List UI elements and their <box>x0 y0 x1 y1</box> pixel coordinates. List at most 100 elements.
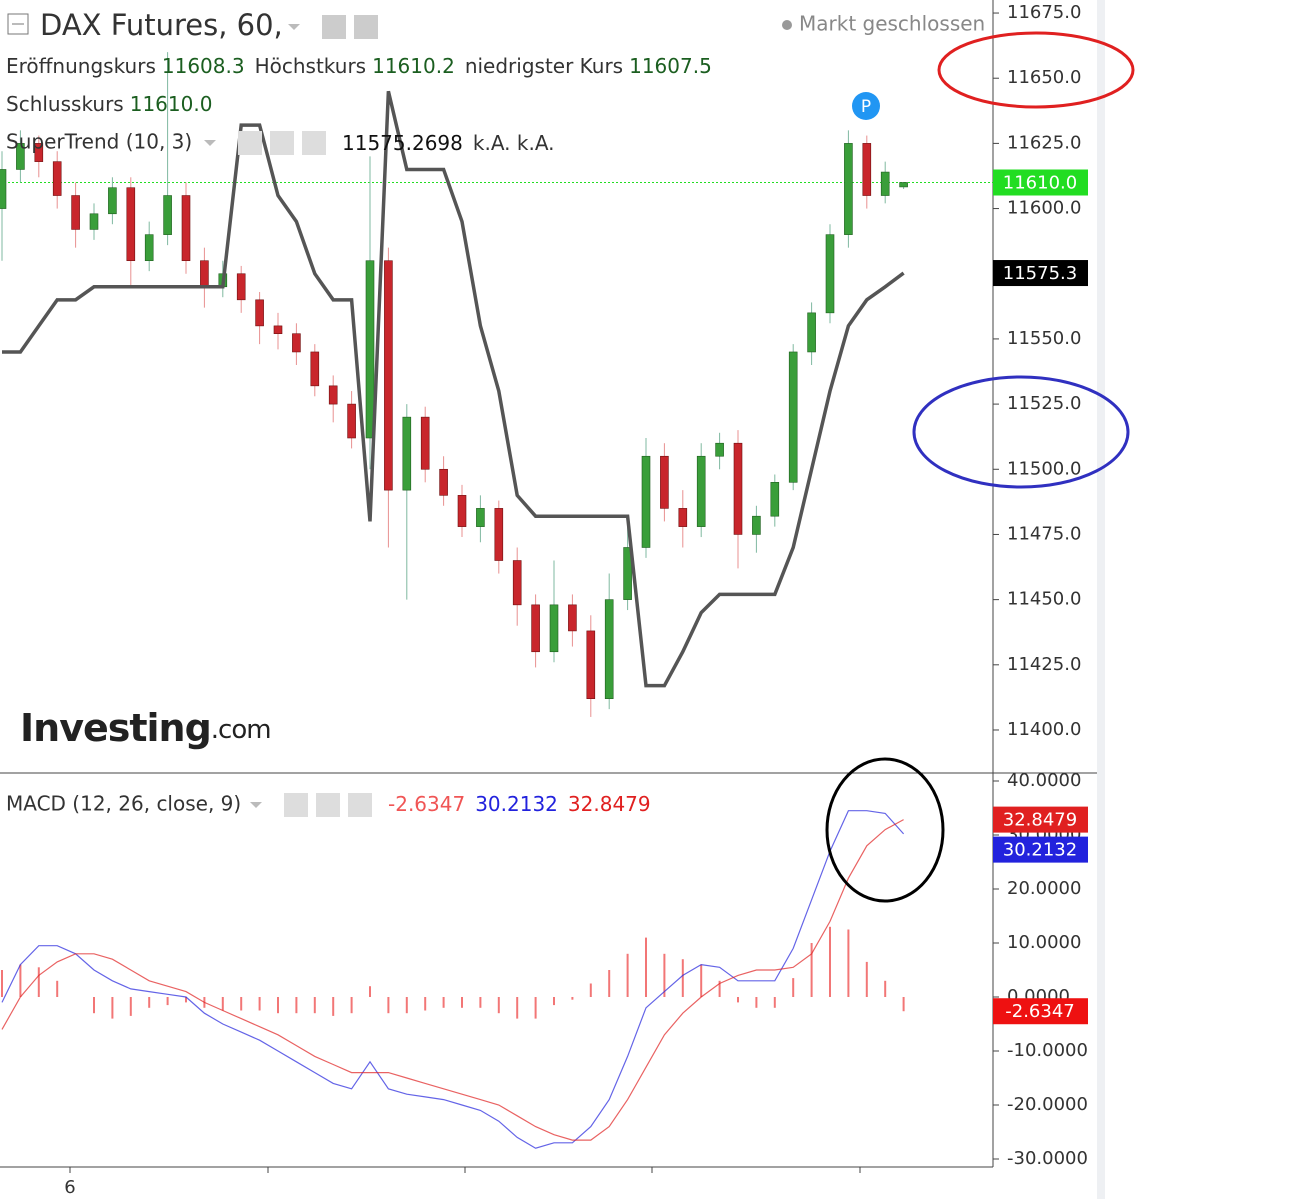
y-tick-label: 11425.0 <box>1007 654 1081 675</box>
legend-label: Eröffnungskurs <box>6 54 156 78</box>
overlay-value: 11575.2698 <box>342 131 463 155</box>
y-tick-label: 11600.0 <box>1007 198 1081 219</box>
annotation-ellipse <box>825 757 945 903</box>
candle-body <box>52 161 62 196</box>
price-badge-label: 11575.3 <box>1003 263 1077 284</box>
x-tick-label: 6 <box>64 1177 75 1198</box>
candle-body <box>531 604 540 653</box>
candle-body <box>144 234 154 262</box>
logo-name: Investing <box>20 706 211 750</box>
gear-icon[interactable] <box>316 793 340 817</box>
y-tick-label: -30.0000 <box>1007 1148 1088 1169</box>
candle-body <box>641 455 651 548</box>
candle-body <box>310 351 320 387</box>
dropdown-icon[interactable] <box>204 140 216 146</box>
time-ticks <box>69 1167 861 1173</box>
collapse-icon[interactable] <box>7 13 29 35</box>
y-tick-label: 11450.0 <box>1007 589 1081 610</box>
eye-icon[interactable] <box>284 793 308 817</box>
candle-body <box>696 455 706 527</box>
candle-body <box>549 604 559 653</box>
legend-label: Höchstkurs <box>255 54 367 78</box>
candle-body <box>163 195 172 235</box>
price-badge-label: 11610.0 <box>1003 172 1077 193</box>
logo-suffix: .com <box>211 715 271 745</box>
macd-values: -2.6347 30.2132 32.8479 <box>388 792 651 816</box>
y-tick-label: 40.0000 <box>1007 770 1081 791</box>
candle-body <box>420 416 430 470</box>
candle-body <box>807 312 816 353</box>
status-dot <box>782 20 792 30</box>
close-icon[interactable] <box>348 793 372 817</box>
y-tick-label: 11475.0 <box>1007 523 1081 544</box>
candle-body <box>0 169 7 209</box>
legend-value: 30.2132 <box>475 792 558 816</box>
candle-body <box>292 333 301 353</box>
candle-body <box>788 351 798 483</box>
value-badge-label: 30.2132 <box>1003 840 1077 861</box>
dropdown-icon[interactable] <box>288 24 300 30</box>
eye-icon[interactable] <box>238 131 262 155</box>
candle-body <box>108 187 117 215</box>
marker-badge[interactable] <box>852 92 880 120</box>
candle-body <box>512 560 522 606</box>
value-badge-label: 32.8479 <box>1003 810 1077 831</box>
price-badge <box>993 169 1088 196</box>
chart-title: DAX Futures, 60, <box>40 8 283 42</box>
candle-body <box>236 273 246 301</box>
y-tick-label: 20.0000 <box>1007 878 1081 899</box>
gear-icon[interactable] <box>270 131 294 155</box>
candle-body <box>384 260 393 491</box>
legend-value: 11610.2 <box>372 54 455 78</box>
overlay-title: SuperTrend (10, 3) <box>6 130 192 154</box>
candle-body <box>862 143 872 196</box>
macd-line <box>1 819 904 1141</box>
status: Markt geschlossen <box>799 12 985 36</box>
candle-body <box>126 187 136 262</box>
eye-icon[interactable] <box>322 15 346 39</box>
legend-label: niedrigster Kurs <box>465 54 623 78</box>
close-icon[interactable] <box>302 131 326 155</box>
candle-body <box>457 495 467 527</box>
candle-body <box>71 195 80 230</box>
candle-body <box>604 599 614 699</box>
candle-body <box>568 604 577 632</box>
candle-body <box>825 234 835 314</box>
candle-body <box>623 547 632 600</box>
gear-icon[interactable] <box>354 15 378 39</box>
marker-text: P <box>861 97 871 117</box>
candle-body <box>200 260 209 288</box>
y-tick-label: 11625.0 <box>1007 132 1081 153</box>
plot-area <box>0 52 993 1149</box>
candle-body <box>255 299 264 327</box>
candle-body <box>181 195 191 262</box>
y-tick-label: -10.0000 <box>1007 1040 1088 1061</box>
y-tick-label: 11500.0 <box>1007 458 1081 479</box>
candle-body <box>34 143 44 162</box>
annotation-ellipse <box>937 31 1135 109</box>
candle-body <box>273 325 283 335</box>
candle-body <box>402 416 412 491</box>
macd-line <box>1 810 905 1149</box>
legend-value: 11608.3 <box>162 54 245 78</box>
legend-value: 32.8479 <box>568 792 651 816</box>
y-tick-label: 11650.0 <box>1007 67 1081 88</box>
price-badge <box>993 260 1088 287</box>
value-badge <box>993 806 1088 833</box>
candle-body <box>844 143 853 235</box>
side-strip <box>1097 0 1105 1199</box>
candle-body <box>347 403 356 439</box>
supertrend-line <box>2 90 905 688</box>
overlay-values: 11575.2698 k.A. k.A. <box>342 131 555 155</box>
ohlc-legend: Eröffnungskurs 11608.3 Höchstkurs 11610.2 ni… <box>6 54 712 78</box>
candle-body <box>899 182 908 188</box>
candle-body <box>439 468 448 496</box>
dropdown-icon[interactable] <box>250 802 262 808</box>
candle-body <box>476 508 485 527</box>
annotation-ellipse <box>912 375 1130 489</box>
logo: Investing.com <box>20 706 271 750</box>
candle-body <box>365 260 375 439</box>
candle-body <box>494 508 504 561</box>
candle-body <box>715 442 724 457</box>
